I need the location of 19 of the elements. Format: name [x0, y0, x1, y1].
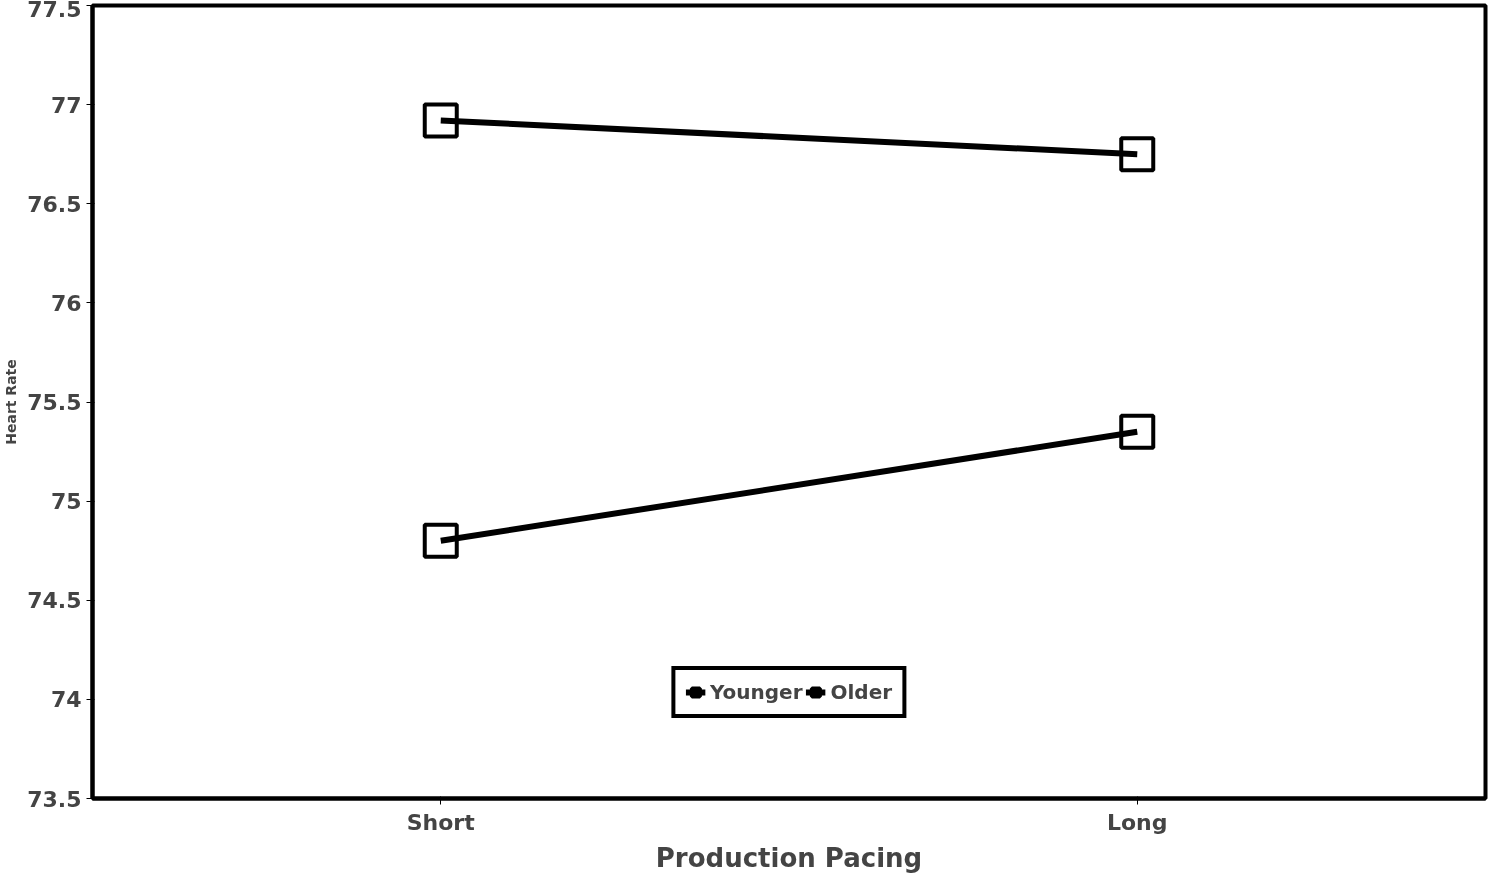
point: [422, 102, 459, 139]
y-tick-label: 75: [50, 489, 82, 515]
y-axis-title: Heart Rate: [3, 359, 20, 445]
y-tick-label: 75.5: [27, 390, 82, 415]
y-tick-label: 77: [50, 92, 82, 118]
x-tick-label: Long: [1106, 809, 1168, 835]
y-tick-label: 77.5: [27, 0, 82, 22]
legend-label: Younger: [709, 680, 803, 704]
x-tick-label: Short: [406, 809, 476, 835]
legend-label: Older: [830, 680, 893, 704]
y-tick-label: 76.5: [27, 191, 82, 217]
x-axis-title: Production Pacing: [655, 842, 923, 873]
y-tick-label: 74.5: [27, 588, 82, 614]
y-tick-label: 74: [50, 687, 82, 713]
point: [1119, 413, 1156, 450]
point: [422, 522, 459, 559]
point: [1119, 136, 1156, 173]
y-tick-label: 76: [50, 290, 82, 316]
y-tick-label: 73.5: [27, 786, 82, 812]
